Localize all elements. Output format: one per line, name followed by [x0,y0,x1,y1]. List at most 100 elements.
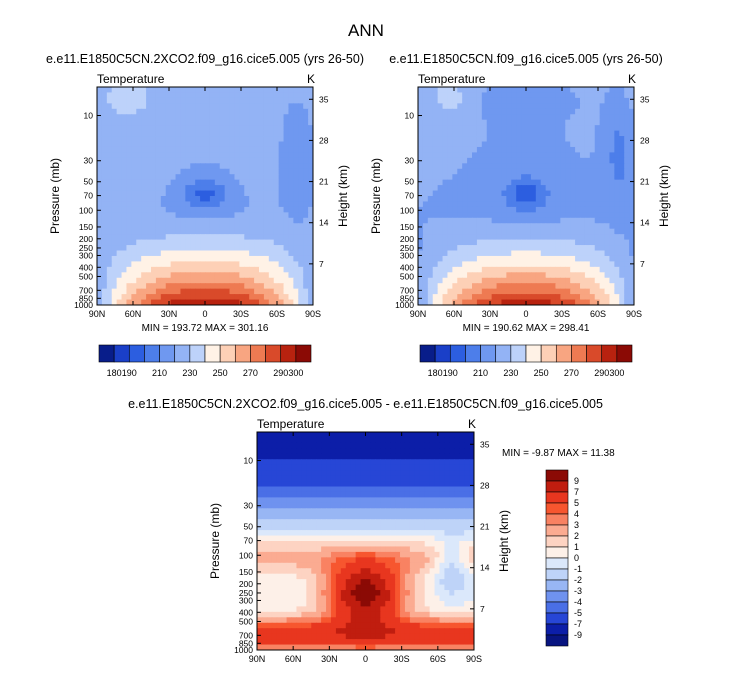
contour-cell [432,119,439,126]
contour-cell [521,179,527,186]
contour-cell [434,464,441,471]
contour-cell [462,174,468,181]
contour-cell [266,459,273,466]
contour-cell [459,579,465,586]
contour-cell [370,481,376,488]
contour-cell [526,97,532,104]
contour-cell [106,163,113,170]
contour-cell [594,201,601,208]
contour-cell [254,255,260,262]
contour-cell [151,108,157,115]
contour-cell [165,87,172,94]
contour-cell [409,541,416,548]
contour-cell [457,245,463,252]
contour-cell [151,168,157,175]
contour-cell [214,261,221,268]
contour-cell [254,294,260,301]
contour-cell [516,283,522,290]
contour-cell [151,196,157,203]
contour-cell [511,92,517,99]
contour-cell [340,530,347,537]
contour-cell [624,228,630,235]
contour-cell [550,136,557,143]
contour-cell [121,141,128,148]
contour-cell [249,261,255,268]
contour-cell [414,453,421,460]
contour-cell [293,185,299,192]
contour-cell [146,206,152,213]
contour-cell [604,190,611,197]
contour-cell [589,146,596,153]
contour-cell [121,277,128,284]
contour-cell [370,579,376,586]
contour-cell [209,87,216,94]
contour-cell [580,141,586,148]
contour-cell [146,288,152,295]
contour-cell [599,250,606,257]
contour-cell [306,497,312,504]
contour-cell [286,486,293,493]
contour-cell [298,185,304,192]
contour-cell [432,125,439,132]
contour-cell [444,579,450,586]
colorbar-label: 290 [594,368,609,378]
contour-cell [106,261,113,268]
contour-cell [121,217,128,224]
contour-cell [286,513,293,520]
contour-cell [195,168,201,175]
contour-cell [506,92,512,99]
contour-cell [249,157,255,164]
contour-cell [619,299,625,305]
contour-cell [209,261,216,268]
contour-cell [521,163,527,170]
contour-cell [599,114,606,121]
contour-cell [200,185,206,192]
contour-cell [624,217,630,224]
contour-cell [175,277,182,284]
contour-cell [316,535,322,542]
contour-cell [131,196,137,203]
contour-cell [501,97,507,104]
contour-cell [180,212,186,219]
contour-cell [195,239,201,246]
contour-cell [180,245,186,252]
contour-cell [244,234,250,241]
contour-cell [521,266,527,273]
contour-cell [160,228,167,235]
contour-cell [560,163,566,170]
contour-cell [180,179,186,186]
contour-cell [141,228,147,235]
contour-cell [219,87,226,94]
contour-cell [545,168,552,175]
contour-cell [496,125,503,132]
contour-cell [545,157,552,164]
contour-cell [452,97,458,104]
contour-cell [185,152,191,159]
contour-cell [268,288,275,295]
contour-cell [370,535,376,542]
contour-cell [459,475,465,482]
contour-cell [429,486,436,493]
contour-cell [185,255,191,262]
contour-cell [444,584,450,591]
contour-cell [229,245,236,252]
x-tick-label: 90N [410,309,427,319]
contour-cell [239,179,245,186]
contour-cell [155,239,162,246]
contour-cell [481,283,488,290]
contour-cell [404,502,411,509]
contour-cell [418,272,424,279]
contour-cell [437,272,444,279]
contour-cell [418,234,424,241]
contour-cell [437,255,444,262]
contour-cell [589,201,596,208]
contour-cell [614,212,620,219]
contour-cell [511,108,517,115]
contour-cell [345,541,352,548]
contour-cell [404,579,411,586]
contour-cell [326,486,332,493]
contour-cell [491,125,498,132]
contour-cell [155,212,162,219]
contour-cell [619,266,625,273]
contour-cell [263,223,270,230]
